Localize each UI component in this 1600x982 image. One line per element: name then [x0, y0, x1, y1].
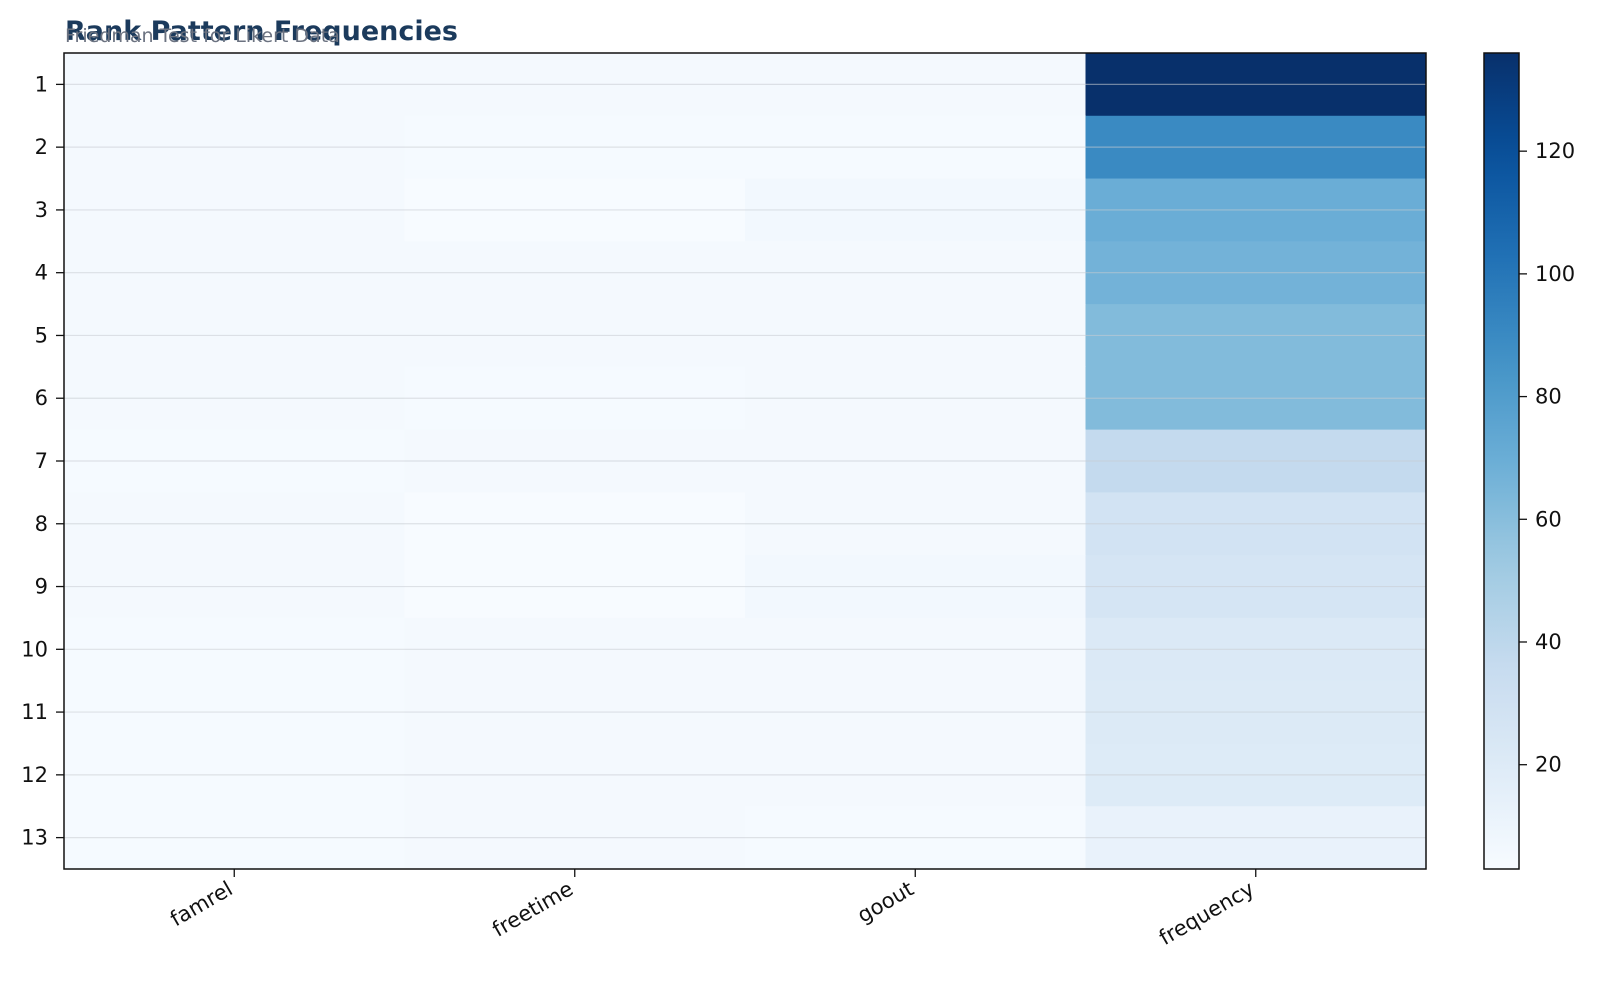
y-tick-label: 9: [35, 575, 48, 599]
y-tick-label: 5: [35, 323, 48, 347]
colorbar-tick-label: 120: [1535, 139, 1575, 163]
y-tick-label: 11: [21, 700, 48, 724]
y-tick-label: 6: [35, 386, 48, 410]
colorbar-tick-label: 20: [1535, 753, 1562, 777]
y-tick-label: 1: [35, 72, 48, 96]
colorbar-tick-label: 80: [1535, 385, 1562, 409]
y-tick-label: 7: [35, 449, 48, 473]
y-tick-label: 10: [21, 637, 48, 661]
x-tick-label: freetime: [488, 877, 577, 942]
chart-subtitle: Friedman Test for Likert Data: [65, 25, 340, 47]
x-tick-label: famrel: [166, 877, 237, 932]
x-tick-label: frequency: [1155, 877, 1258, 950]
y-tick-label: 2: [35, 135, 48, 159]
y-tick-label: 13: [21, 826, 48, 850]
y-tick-label: 12: [21, 763, 48, 787]
y-tick-label: 8: [35, 512, 48, 536]
colorbar-ticks: 20 40 60 80 100 120: [1519, 139, 1575, 777]
chart-title: Rank Pattern Frequencies: [65, 16, 458, 47]
colorbar-tick-label: 40: [1535, 630, 1562, 654]
colorbar-tick-label: 60: [1535, 507, 1562, 531]
heatmap-grid: [64, 83, 1426, 839]
colorbar: [1483, 52, 1520, 870]
colorbar-tick-label: 100: [1535, 262, 1575, 286]
y-tick-label: 4: [35, 261, 48, 285]
x-tick-label: goout: [853, 877, 917, 928]
x-axis: famrel freetime goout frequency: [166, 869, 1258, 950]
y-tick-label: 3: [35, 198, 48, 222]
